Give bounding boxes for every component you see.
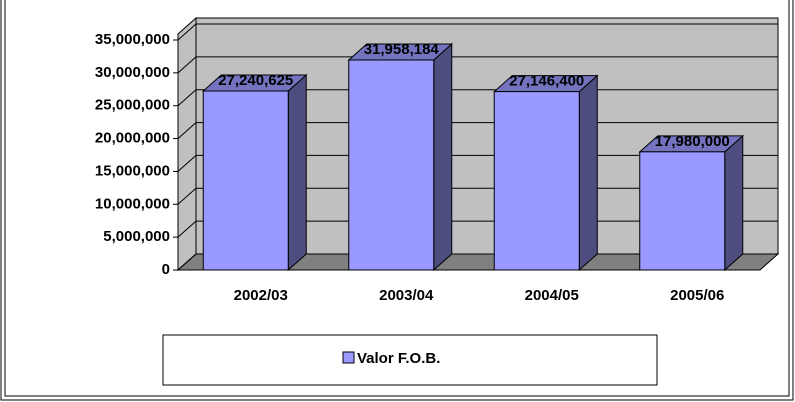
- bar: [493, 91, 580, 271]
- y-tick-label: 30,000,000: [95, 64, 170, 81]
- y-tick-label: 0: [162, 261, 170, 278]
- y-tick-label: 15,000,000: [95, 162, 170, 179]
- grid-line: [177, 89, 197, 107]
- y-tick-label: 20,000,000: [95, 130, 170, 147]
- chart-border-inner: [4, 0, 790, 397]
- y-tick-label: 25,000,000: [95, 97, 170, 114]
- bar-side: [287, 73, 307, 272]
- bar-side: [578, 74, 598, 272]
- grid-line: [177, 253, 197, 271]
- bar: [202, 90, 289, 271]
- y-tick-label: 5,000,000: [103, 228, 170, 245]
- x-tick-label: 2004/05: [525, 287, 579, 304]
- bar: [348, 59, 435, 271]
- grid-line: [177, 56, 197, 74]
- data-label: 27,240,625: [218, 72, 293, 89]
- y-tick-label: 35,000,000: [95, 31, 170, 48]
- bar: [639, 151, 726, 271]
- data-label: 31,958,184: [364, 41, 440, 58]
- legend-label: Valor F.O.B.: [357, 350, 440, 367]
- data-label: 17,980,000: [655, 133, 730, 150]
- grid-line: [177, 122, 197, 139]
- side-wall: [177, 16, 197, 272]
- legend: [162, 334, 658, 386]
- x-tick-label: 2005/06: [670, 287, 724, 304]
- y-tick-label: 10,000,000: [95, 195, 170, 212]
- x-tick-label: 2002/03: [234, 287, 288, 304]
- bar-side: [433, 42, 453, 272]
- legend-swatch: [342, 351, 355, 364]
- grid-line: [177, 23, 197, 41]
- grid-line: [177, 220, 197, 238]
- data-label: 27,146,400: [509, 73, 584, 90]
- bar-side: [724, 134, 744, 272]
- grid-line: [177, 187, 197, 205]
- grid-line: [177, 155, 197, 172]
- x-tick-label: 2003/04: [379, 287, 434, 304]
